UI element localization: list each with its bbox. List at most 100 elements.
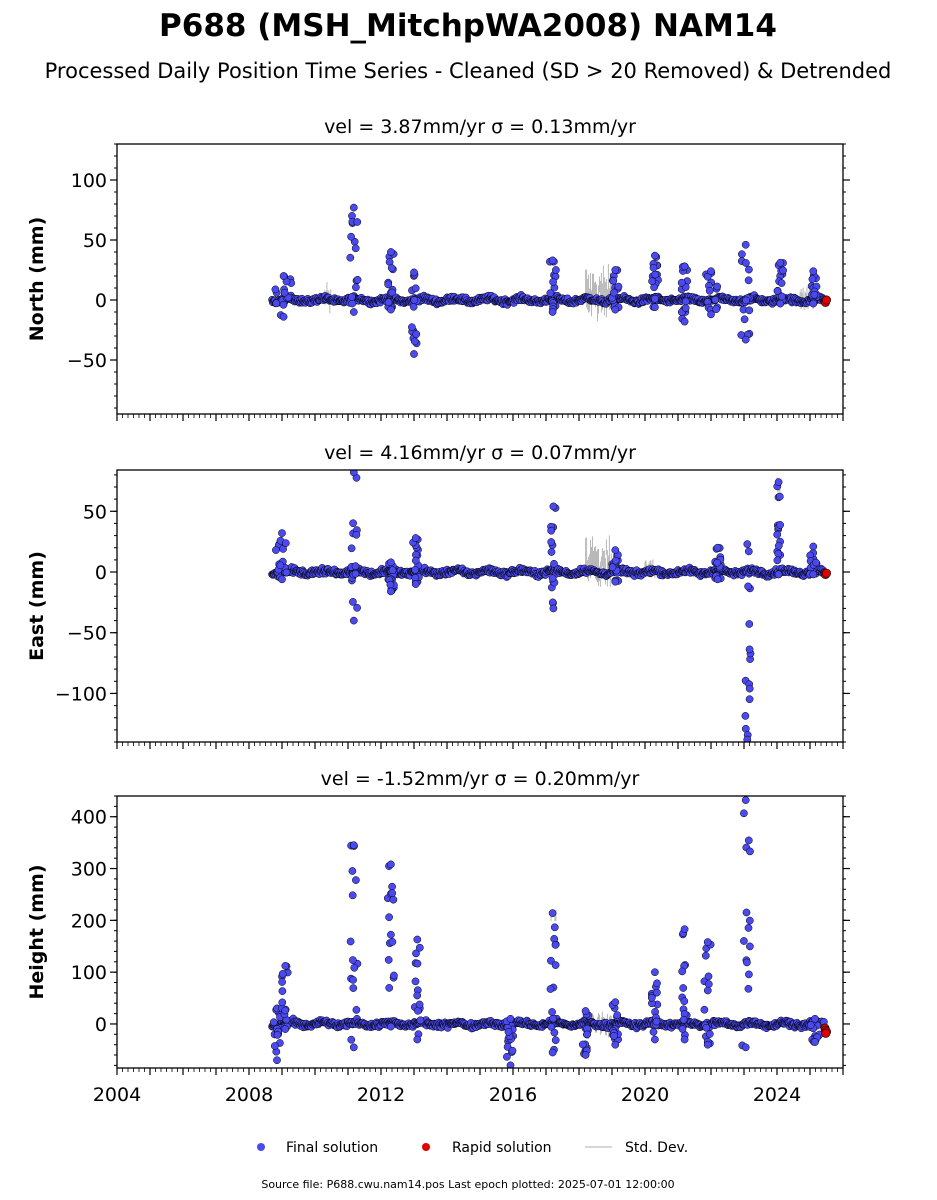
final-point	[282, 568, 291, 577]
final-point	[387, 248, 395, 256]
final-point	[278, 575, 286, 584]
source-note: Source file: P688.cwu.nam14.pos Last epo…	[261, 1178, 674, 1191]
final-point	[506, 1014, 515, 1023]
final-point	[651, 303, 659, 312]
final-point	[811, 1014, 819, 1023]
final-point	[740, 809, 748, 818]
x-tick-label: 2016	[489, 1084, 537, 1106]
final-point	[278, 987, 287, 995]
final-point	[811, 1038, 819, 1046]
legend-std-label: Std. Dev.	[625, 1140, 688, 1156]
final-point	[774, 549, 783, 558]
final-point	[746, 942, 754, 951]
final-point	[410, 296, 419, 304]
final-point	[386, 580, 395, 589]
final-point	[548, 909, 557, 917]
final-point	[411, 977, 420, 986]
panel-title: vel = -1.52mm/yr σ = 0.20mm/yr	[321, 768, 640, 790]
final-point	[351, 562, 360, 570]
final-point	[611, 998, 620, 1007]
std-dev-series	[324, 264, 814, 322]
final-point	[809, 542, 818, 551]
y-tick-label: 300	[71, 859, 107, 881]
final-point	[775, 492, 784, 501]
x-tick-label: 2012	[357, 1084, 405, 1106]
final-point	[651, 1035, 659, 1044]
final-point	[745, 265, 753, 274]
final-point	[743, 735, 752, 742]
final-point	[547, 956, 555, 965]
final-point	[648, 277, 656, 286]
final-point	[353, 603, 361, 612]
final-point	[713, 543, 722, 552]
final-point	[547, 548, 556, 556]
final-point	[548, 1008, 556, 1016]
final-point	[774, 541, 783, 550]
final-point	[741, 1043, 750, 1052]
final-point	[273, 1031, 282, 1039]
final-point	[411, 284, 420, 293]
final-point	[390, 971, 398, 980]
final-point	[744, 924, 753, 932]
legend-rapid-marker	[422, 1143, 430, 1151]
final-point	[741, 335, 750, 344]
final-point	[272, 546, 280, 554]
final-point	[388, 882, 396, 891]
y-tick-label: 200	[71, 910, 107, 932]
figure-subtitle: Processed Daily Position Time Series - C…	[45, 59, 892, 83]
final-point	[608, 563, 617, 572]
x-tick-label: 2020	[621, 1084, 669, 1106]
final-point	[503, 1052, 511, 1061]
final-point	[713, 558, 722, 567]
final-point	[550, 559, 558, 568]
final-point	[349, 984, 358, 992]
panel-title: vel = 3.87mm/yr σ = 0.13mm/yr	[324, 116, 636, 138]
final-point	[810, 290, 819, 299]
final-solution-series	[268, 203, 828, 358]
final-point	[611, 1040, 620, 1049]
final-point	[740, 315, 749, 324]
final-point	[415, 1000, 424, 1009]
final-point	[549, 502, 558, 511]
y-axis-label: Height (mm)	[26, 864, 48, 999]
final-point	[351, 569, 360, 578]
x-tick-label: 2024	[753, 1084, 801, 1106]
final-point	[415, 943, 424, 952]
final-point	[387, 305, 395, 314]
final-point	[270, 1042, 279, 1050]
final-point	[547, 538, 556, 546]
final-point	[610, 288, 618, 297]
rapid-point	[821, 1028, 831, 1038]
final-point	[384, 956, 393, 964]
final-point	[742, 296, 750, 305]
final-point	[681, 297, 690, 306]
final-point	[713, 575, 722, 584]
rapid-point	[821, 568, 831, 578]
final-point	[681, 304, 690, 312]
final-point	[679, 1015, 688, 1024]
final-point	[738, 250, 746, 259]
y-tick-label: −50	[67, 350, 107, 372]
final-point	[777, 279, 786, 287]
legend-final-label: Final solution	[286, 1140, 378, 1156]
final-point	[705, 1030, 714, 1038]
final-point	[278, 978, 286, 986]
final-point	[614, 282, 623, 291]
final-point	[413, 1035, 422, 1044]
final-point	[678, 967, 687, 976]
final-point	[741, 240, 750, 249]
final-point	[680, 317, 689, 326]
rapid-point	[821, 295, 831, 305]
final-point	[353, 275, 362, 284]
final-point	[651, 251, 659, 260]
east-panel: vel = 4.16mm/yr σ = 0.07mm/yr East (mm) −1…	[26, 442, 850, 749]
final-point	[548, 1048, 557, 1057]
final-point	[776, 299, 785, 308]
final-point	[504, 1027, 513, 1036]
final-point	[279, 272, 288, 280]
final-point	[776, 258, 785, 267]
final-point	[281, 962, 290, 970]
final-point	[272, 299, 281, 308]
final-point	[773, 556, 782, 565]
final-point	[348, 299, 357, 308]
